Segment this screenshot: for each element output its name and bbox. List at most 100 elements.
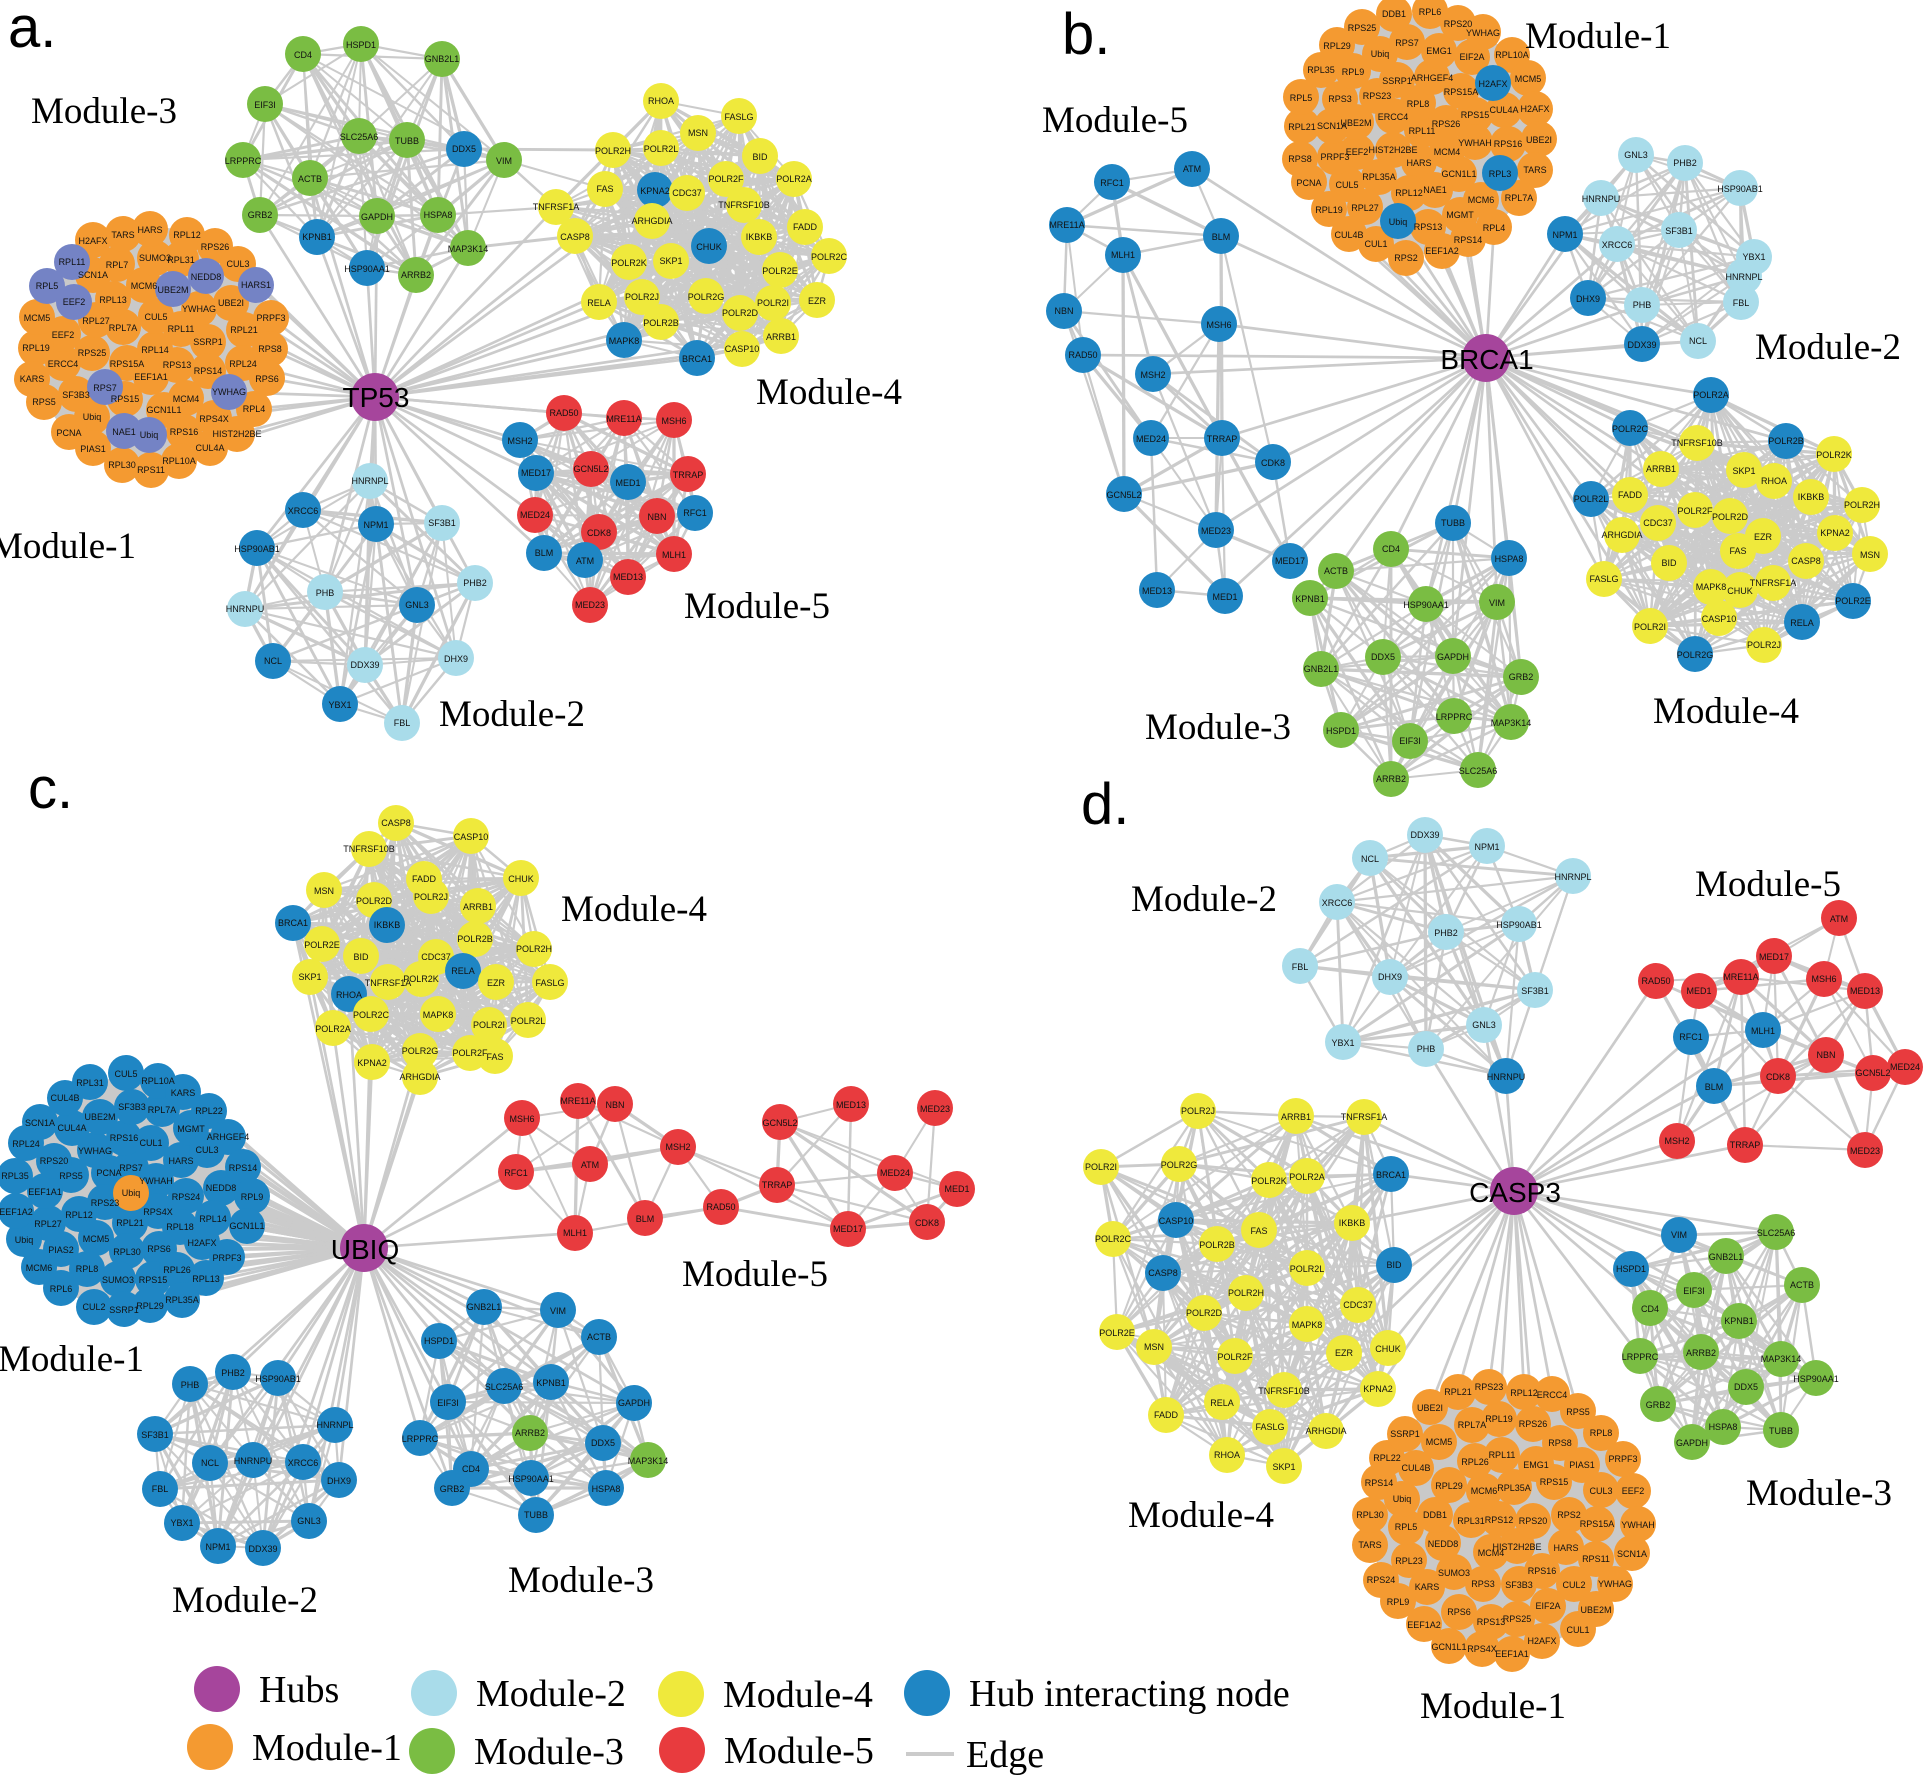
svg-text:CDC37: CDC37 — [1643, 518, 1673, 528]
svg-text:CHUK: CHUK — [508, 874, 534, 884]
svg-text:KPNA2: KPNA2 — [640, 186, 670, 196]
svg-text:NEDD8: NEDD8 — [1428, 1539, 1459, 1549]
svg-text:DHX9: DHX9 — [1576, 294, 1600, 304]
svg-text:CASP8: CASP8 — [1148, 1268, 1178, 1278]
svg-text:MED1: MED1 — [1686, 986, 1711, 996]
svg-text:NBN: NBN — [1054, 306, 1073, 316]
svg-text:RPS8: RPS8 — [1548, 1438, 1572, 1448]
svg-text:PIAS2: PIAS2 — [48, 1245, 74, 1255]
svg-text:POLR2F: POLR2F — [1677, 506, 1713, 516]
svg-text:RFC1: RFC1 — [504, 1168, 528, 1178]
svg-text:TUBB: TUBB — [395, 136, 419, 146]
svg-text:CUL3: CUL3 — [226, 259, 249, 269]
svg-text:RPL22: RPL22 — [1373, 1453, 1401, 1463]
svg-text:RPS6: RPS6 — [1447, 1607, 1471, 1617]
svg-text:TARS: TARS — [1358, 1540, 1381, 1550]
svg-text:POLR2E: POLR2E — [762, 266, 798, 276]
svg-text:HSP90AA1: HSP90AA1 — [1793, 1374, 1839, 1384]
svg-text:FAS: FAS — [596, 184, 613, 194]
svg-text:MCM6: MCM6 — [1468, 195, 1495, 205]
svg-text:FADD: FADD — [412, 874, 437, 884]
svg-text:MLH1: MLH1 — [563, 1228, 587, 1238]
svg-text:GAPDH: GAPDH — [361, 212, 393, 222]
svg-text:RPS15A: RPS15A — [1580, 1519, 1615, 1529]
svg-text:PRPF3: PRPF3 — [1320, 152, 1349, 162]
svg-text:RPL11: RPL11 — [168, 324, 195, 334]
svg-text:PHB2: PHB2 — [221, 1368, 245, 1378]
svg-text:RPS12: RPS12 — [1485, 1515, 1514, 1525]
svg-text:YWHAG: YWHAG — [1598, 1579, 1632, 1589]
svg-text:RPS16: RPS16 — [1494, 139, 1523, 149]
svg-text:Ubiq: Ubiq — [1371, 49, 1390, 59]
svg-text:RFC1: RFC1 — [683, 508, 707, 518]
svg-text:MSH6: MSH6 — [661, 416, 686, 426]
svg-text:POLR2H: POLR2H — [1844, 500, 1880, 510]
svg-text:YWHAG: YWHAG — [78, 1146, 112, 1156]
svg-text:POLR2E: POLR2E — [304, 940, 340, 950]
svg-text:MAP3K14: MAP3K14 — [448, 244, 489, 254]
svg-text:RHOA: RHOA — [1214, 1450, 1240, 1460]
svg-text:c.: c. — [28, 756, 73, 821]
svg-text:PCNA: PCNA — [56, 428, 81, 438]
svg-text:CHUK: CHUK — [1727, 586, 1753, 596]
svg-text:RPL29: RPL29 — [136, 1301, 164, 1311]
svg-text:EIF2A: EIF2A — [1535, 1601, 1560, 1611]
svg-text:Module-5: Module-5 — [1042, 100, 1188, 141]
svg-text:SCN1A: SCN1A — [78, 270, 108, 280]
svg-text:RPL5: RPL5 — [36, 281, 59, 291]
svg-text:CUL4A: CUL4A — [1489, 105, 1518, 115]
svg-text:CUL4A: CUL4A — [195, 443, 224, 453]
svg-text:MED23: MED23 — [920, 1104, 950, 1114]
svg-text:MED23: MED23 — [1201, 526, 1231, 536]
svg-text:TARS: TARS — [111, 230, 134, 240]
svg-text:RPS23: RPS23 — [1475, 1382, 1504, 1392]
svg-text:KPNA2: KPNA2 — [1363, 1384, 1393, 1394]
svg-text:POLR2L: POLR2L — [644, 144, 679, 154]
svg-text:CASP8: CASP8 — [1791, 556, 1821, 566]
svg-text:CUL1: CUL1 — [1566, 1625, 1589, 1635]
svg-text:CHUK: CHUK — [1375, 1344, 1401, 1354]
svg-text:EZR: EZR — [808, 296, 827, 306]
svg-text:MCM6: MCM6 — [131, 281, 158, 291]
svg-text:FAS: FAS — [1729, 546, 1746, 556]
svg-text:MCM4: MCM4 — [1434, 147, 1461, 157]
svg-text:DDX39: DDX39 — [248, 1544, 277, 1554]
svg-text:DDX5: DDX5 — [452, 144, 476, 154]
svg-text:EZR: EZR — [1754, 532, 1773, 542]
svg-text:EEF1A2: EEF1A2 — [1407, 1620, 1441, 1630]
svg-text:MSN: MSN — [1860, 550, 1880, 560]
svg-text:CDC37: CDC37 — [1343, 1300, 1373, 1310]
svg-text:MED17: MED17 — [833, 1224, 863, 1234]
svg-text:SSRP1: SSRP1 — [109, 1305, 139, 1315]
svg-text:RPS16: RPS16 — [1528, 1566, 1557, 1576]
svg-text:RPL21: RPL21 — [116, 1218, 144, 1228]
svg-text:MAPK8: MAPK8 — [1292, 1320, 1323, 1330]
svg-text:TRRAP: TRRAP — [1207, 434, 1238, 444]
svg-text:CD4: CD4 — [1382, 544, 1400, 554]
svg-text:MSH2: MSH2 — [665, 1142, 690, 1152]
svg-text:GNB2L1: GNB2L1 — [467, 1302, 502, 1312]
svg-text:POLR2K: POLR2K — [403, 974, 439, 984]
svg-text:RPL6: RPL6 — [1419, 7, 1442, 17]
svg-text:EEF1A1: EEF1A1 — [28, 1187, 62, 1197]
svg-text:LRPPRC: LRPPRC — [1622, 1352, 1659, 1362]
svg-text:RPS15: RPS15 — [111, 394, 140, 404]
svg-text:CDK8: CDK8 — [1261, 458, 1285, 468]
svg-text:HNRNPU: HNRNPU — [1582, 194, 1621, 204]
svg-text:NCL: NCL — [1361, 854, 1379, 864]
svg-text:HIST2H2BE: HIST2H2BE — [1368, 145, 1417, 155]
svg-text:CUL2: CUL2 — [82, 1302, 105, 1312]
svg-text:Hub interacting node: Hub interacting node — [969, 1673, 1290, 1715]
svg-text:CUL1: CUL1 — [139, 1138, 162, 1148]
svg-text:POLR2K: POLR2K — [611, 258, 647, 268]
svg-text:KPNB1: KPNB1 — [1724, 1316, 1754, 1326]
svg-text:FADD: FADD — [793, 222, 818, 232]
svg-text:UBE2M: UBE2M — [157, 285, 188, 295]
svg-text:HARS: HARS — [1406, 158, 1431, 168]
svg-text:SSRP1: SSRP1 — [1390, 1429, 1420, 1439]
svg-text:MGMT: MGMT — [1446, 210, 1474, 220]
svg-text:MCM4: MCM4 — [173, 394, 200, 404]
svg-text:HSP90AA1: HSP90AA1 — [508, 1474, 554, 1484]
svg-text:VIM: VIM — [550, 1306, 566, 1316]
svg-text:RPS5: RPS5 — [32, 397, 56, 407]
